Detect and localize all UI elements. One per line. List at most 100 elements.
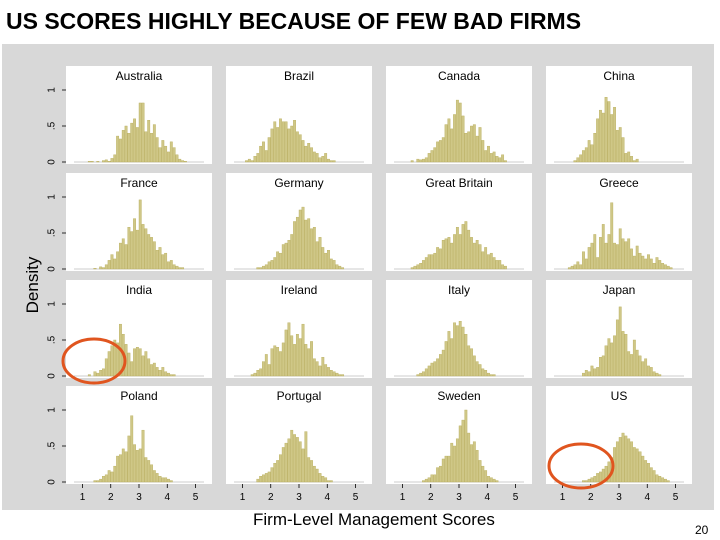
histogram-bar [613, 107, 616, 163]
histogram-bar [304, 344, 308, 377]
histogram-bar [596, 257, 600, 270]
histogram-bar [172, 147, 176, 163]
histogram-bar [264, 473, 268, 483]
histogram-bar [121, 238, 125, 270]
histogram-bar [416, 264, 420, 270]
histogram-bar [127, 227, 131, 270]
highlight-circle-india [61, 337, 127, 385]
histogram-bar [121, 448, 125, 483]
histogram-bar [607, 338, 611, 377]
histogram-bar [433, 252, 437, 270]
histogram-bar [596, 473, 600, 483]
histogram-bar [444, 455, 448, 483]
histogram-bar [161, 477, 165, 483]
panel-title: Portugal [277, 389, 322, 403]
histogram-bar [281, 244, 285, 270]
histogram-bar [422, 158, 425, 163]
histogram-bar [172, 264, 176, 270]
histogram-bar [410, 160, 414, 163]
histogram-bar [259, 476, 263, 483]
histogram-bar [573, 160, 577, 163]
histogram-bar [478, 244, 482, 270]
histogram-bar [130, 231, 134, 270]
histogram-bar [441, 239, 445, 270]
histogram-bar [321, 357, 325, 377]
histogram-bar [327, 158, 330, 163]
histogram-bar [613, 335, 616, 377]
histogram-bar [444, 341, 448, 377]
histogram-bar [332, 160, 336, 163]
histogram-bar [295, 334, 299, 377]
histogram-bar [630, 156, 633, 163]
histogram-bar [130, 361, 134, 377]
histogram-bar [590, 477, 594, 483]
histogram-bar [329, 370, 333, 377]
histogram-bar [464, 221, 468, 270]
histogram-bar [453, 234, 456, 270]
histogram-bar [621, 331, 625, 377]
histogram-bar [664, 264, 667, 270]
histogram-bar [127, 352, 131, 377]
histogram-bar [576, 157, 580, 163]
histogram-bar [293, 221, 296, 270]
histogram-bar [635, 448, 639, 483]
histogram-bar [113, 465, 117, 483]
histogram-bar [113, 154, 117, 163]
histogram-bar [450, 338, 454, 377]
histogram-bar [658, 374, 662, 377]
histogram-bar [422, 260, 425, 270]
panel-italy: Italy [386, 280, 532, 378]
histogram-bar [152, 470, 156, 483]
histogram-bar [470, 237, 473, 270]
histogram-bar [104, 474, 108, 483]
histogram-bar [427, 365, 431, 377]
histogram-bar [327, 367, 330, 377]
x-tick-label: 5 [193, 492, 199, 503]
x-tick-label: 2 [108, 492, 114, 503]
histogram-bar [436, 467, 440, 483]
panel-poland: Poland [66, 386, 212, 484]
histogram-bar [441, 137, 445, 163]
panel-france: France [66, 173, 212, 271]
histogram-bar [638, 252, 642, 270]
histogram-bar [579, 154, 583, 163]
histogram-bar [481, 251, 485, 270]
histogram-bar [433, 147, 437, 163]
histogram-bar [253, 156, 257, 163]
histogram-bar [281, 121, 285, 163]
histogram-bar [504, 265, 507, 270]
histogram-bar [324, 252, 328, 270]
histogram-bar [492, 478, 496, 483]
histogram-bar [489, 374, 493, 377]
y-tick-label: 0 [47, 373, 58, 379]
histogram-bar [455, 325, 459, 377]
histogram-bar [127, 132, 131, 163]
histogram-bar [647, 365, 650, 377]
histogram-bar [147, 460, 151, 483]
x-tick-label: 2 [428, 492, 434, 503]
histogram-bar [587, 478, 591, 483]
histogram-bar [270, 348, 274, 377]
histogram-bar [304, 219, 308, 270]
histogram-bar [419, 263, 423, 270]
histogram-bar [256, 153, 260, 163]
histogram-bar [472, 124, 476, 163]
histogram-bar [624, 241, 628, 270]
histogram-bar [635, 349, 639, 377]
histogram-bar [630, 441, 633, 483]
histogram-bar [582, 372, 585, 377]
histogram-bar [573, 264, 577, 270]
histogram-bar [284, 121, 288, 163]
histogram-bar [96, 372, 100, 377]
histogram-bar [478, 364, 482, 377]
histogram-bar [135, 450, 139, 483]
histogram-bar [110, 158, 114, 163]
histogram-bar [329, 160, 333, 163]
histogram-bar [158, 370, 162, 377]
histogram-bar [321, 247, 325, 270]
histogram-bar [307, 457, 311, 483]
histogram-bar [436, 141, 440, 163]
histogram-bar [584, 480, 588, 483]
histogram-bar [430, 254, 434, 270]
histogram-bar [481, 140, 485, 163]
